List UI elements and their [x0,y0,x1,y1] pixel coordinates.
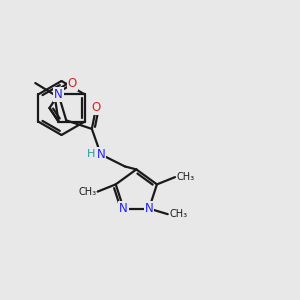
Text: N: N [96,148,105,161]
Text: O: O [92,101,101,114]
Text: N: N [54,88,63,101]
Text: N: N [145,202,153,215]
Text: CH₃: CH₃ [176,172,195,182]
Text: H: H [87,149,95,159]
Text: CH₃: CH₃ [169,209,188,219]
Text: N: N [119,202,128,215]
Text: CH₃: CH₃ [78,187,96,196]
Text: O: O [68,77,77,90]
